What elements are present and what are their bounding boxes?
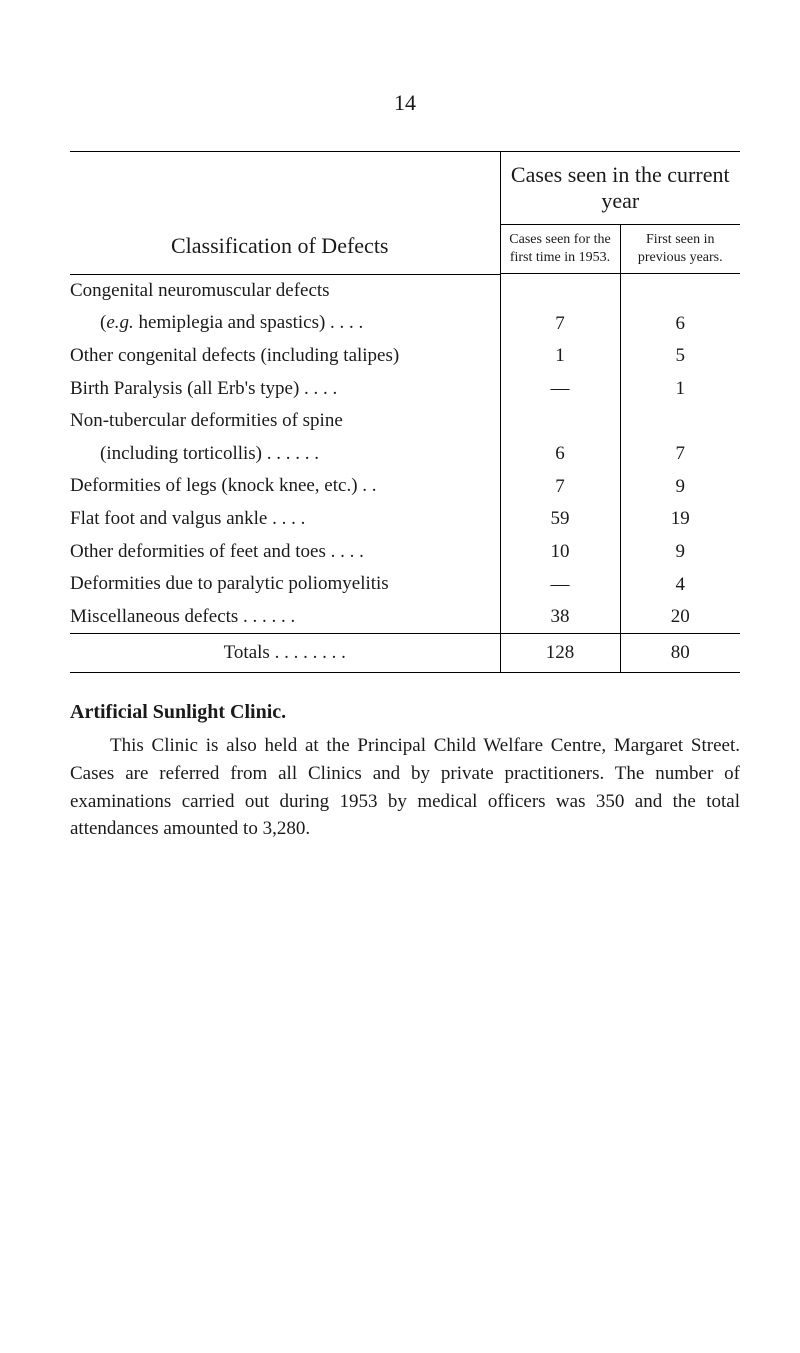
sub-header-previous: First seen in previous years. xyxy=(620,225,740,274)
row-label: Congenital neuromuscular defects xyxy=(70,274,500,307)
page-number: 14 xyxy=(70,90,740,116)
row-val-first: 59 xyxy=(500,503,620,536)
defects-table: Classification of Defects Cases seen in … xyxy=(70,152,740,673)
totals-val-first: 128 xyxy=(500,634,620,673)
row-label: Deformities of legs (knock knee, etc.) .… xyxy=(70,470,500,503)
row-val-previous: 7 xyxy=(620,438,740,471)
row-val-first: 6 xyxy=(500,438,620,471)
row-label: Miscellaneous defects . . . . . . xyxy=(70,601,500,634)
table-row: Miscellaneous defects . . . . . .3820 xyxy=(70,601,740,634)
table-row: (e.g. hemiplegia and spastics) . . . .76 xyxy=(70,307,740,340)
table-row: Non-tubercular deformities of spine xyxy=(70,405,740,438)
table-row: Deformities of legs (knock knee, etc.) .… xyxy=(70,470,740,503)
row-label: (including torticollis) . . . . . . xyxy=(70,438,500,471)
totals-row: Totals . . . . . . . . 128 80 xyxy=(70,634,740,673)
row-val-first: 7 xyxy=(500,307,620,340)
row-val-previous: 5 xyxy=(620,340,740,373)
section-body: This Clinic is also held at the Principa… xyxy=(70,732,740,842)
row-val-first: — xyxy=(500,373,620,406)
sub-header-first-time: Cases seen for the first time in 1953. xyxy=(500,225,620,274)
totals-val-previous: 80 xyxy=(620,634,740,673)
table-row: Other deformities of feet and toes . . .… xyxy=(70,536,740,569)
row-label: Birth Paralysis (all Erb's type) . . . . xyxy=(70,373,500,406)
row-val-previous: 6 xyxy=(620,307,740,340)
table-row: Deformities due to paralytic poliomyelit… xyxy=(70,568,740,601)
row-val-previous: 4 xyxy=(620,568,740,601)
row-val-first: 1 xyxy=(500,340,620,373)
row-val-first xyxy=(500,405,620,438)
table-row: Birth Paralysis (all Erb's type) . . . .… xyxy=(70,373,740,406)
row-label: Flat foot and valgus ankle . . . . xyxy=(70,503,500,536)
section-heading: Artificial Sunlight Clinic. xyxy=(70,701,740,724)
row-val-previous xyxy=(620,274,740,307)
table-row: (including torticollis) . . . . . .67 xyxy=(70,438,740,471)
table-row: Other congenital defects (including tali… xyxy=(70,340,740,373)
row-val-first: 10 xyxy=(500,536,620,569)
row-val-first: — xyxy=(500,568,620,601)
classification-header: Classification of Defects xyxy=(70,152,500,274)
row-label: Other congenital defects (including tali… xyxy=(70,340,500,373)
row-label: (e.g. hemiplegia and spastics) . . . . xyxy=(70,307,500,340)
row-val-first: 7 xyxy=(500,470,620,503)
table-row: Congenital neuromuscular defects xyxy=(70,274,740,307)
row-val-previous: 20 xyxy=(620,601,740,634)
row-val-previous: 9 xyxy=(620,470,740,503)
row-label: Non-tubercular deformities of spine xyxy=(70,405,500,438)
row-label: Other deformities of feet and toes . . .… xyxy=(70,536,500,569)
row-val-previous: 9 xyxy=(620,536,740,569)
row-label: Deformities due to paralytic poliomyelit… xyxy=(70,568,500,601)
row-val-first: 38 xyxy=(500,601,620,634)
row-val-previous: 1 xyxy=(620,373,740,406)
row-val-previous xyxy=(620,405,740,438)
row-val-previous: 19 xyxy=(620,503,740,536)
table-row: Flat foot and valgus ankle . . . .5919 xyxy=(70,503,740,536)
cases-seen-header: Cases seen in the current year xyxy=(500,152,740,225)
totals-label: Totals . . . . . . . . xyxy=(70,634,500,673)
row-val-first xyxy=(500,274,620,307)
